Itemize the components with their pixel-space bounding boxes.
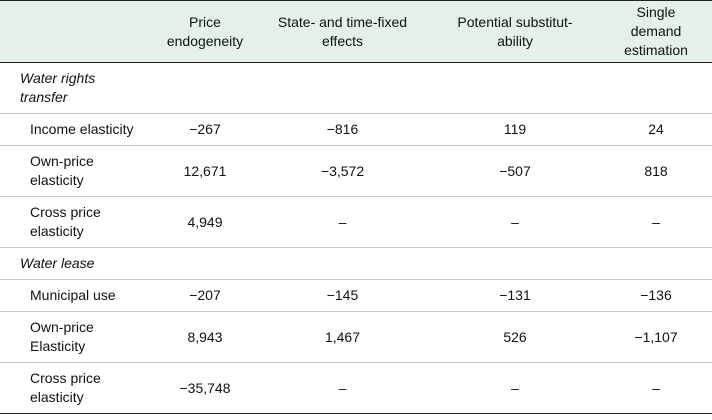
- data-row: Cross price elasticity −35,748– – –: [0, 362, 712, 414]
- column-header: Potential substitut- ability: [430, 0, 600, 63]
- cell-value: –: [255, 196, 430, 248]
- cell-value: 119: [430, 113, 600, 146]
- cell-value: –: [600, 362, 712, 414]
- cell-value: 24: [600, 113, 712, 146]
- cell-value: 1,467: [255, 311, 430, 363]
- row-label: Own-price Elasticity: [0, 311, 155, 363]
- cell-value: −507: [430, 145, 600, 197]
- column-header: State- and time-fixed effects: [255, 0, 430, 63]
- header-row: Price endogeneity State- and time-fixed e…: [0, 0, 712, 63]
- cell-value: 12,671: [155, 145, 255, 197]
- cell-value: –: [255, 362, 430, 414]
- table-body: Water rights transfer Income elasticity −2…: [0, 63, 712, 414]
- cell-value: −3,572: [255, 145, 430, 197]
- cell-value: −207: [155, 279, 255, 312]
- cell-value: −816: [255, 113, 430, 146]
- cell-value: –: [600, 196, 712, 248]
- data-row: Income elasticity −267 −816 119 24: [0, 113, 712, 146]
- cell-value: −136: [600, 279, 712, 312]
- row-label: Income elasticity: [0, 113, 155, 146]
- cell-value: −131: [430, 279, 600, 312]
- section-title: Water rights transfer: [20, 70, 96, 105]
- cell-value: 4,949: [155, 196, 255, 248]
- data-row: Own-price elasticity 12,671 −3,572 −507 818: [0, 145, 712, 197]
- header-cell: [0, 0, 155, 63]
- cell-value: −1,107: [600, 311, 712, 363]
- column-header: Price endogeneity: [155, 0, 255, 63]
- row-label: Cross price elasticity: [0, 196, 155, 248]
- row-label: Municipal use: [0, 279, 155, 312]
- cell-value: −145: [255, 279, 430, 312]
- row-label: Cross price elasticity: [0, 362, 155, 414]
- row-label: Own-price elasticity: [0, 145, 155, 197]
- cell-value: −267: [155, 113, 255, 146]
- cell-value: –: [430, 196, 600, 248]
- cell-value: –: [430, 362, 600, 414]
- section-title: Water lease: [0, 247, 712, 280]
- column-header: Single demand estimation: [600, 0, 712, 63]
- data-row: Cross price elasticity 4,949– – –: [0, 196, 712, 248]
- section-row: Water rights transfer: [0, 63, 712, 114]
- data-row: Municipal use −207 −145 −131 −136: [0, 279, 712, 312]
- cell-value: 526: [430, 311, 600, 363]
- section-row: Water lease: [0, 247, 712, 280]
- cell-value: 818: [600, 145, 712, 197]
- cell-value: 8,943: [155, 311, 255, 363]
- data-row: Own-price Elasticity 8,943 1,467 526 −1,107: [0, 311, 712, 363]
- cell-value: −35,748: [155, 362, 255, 414]
